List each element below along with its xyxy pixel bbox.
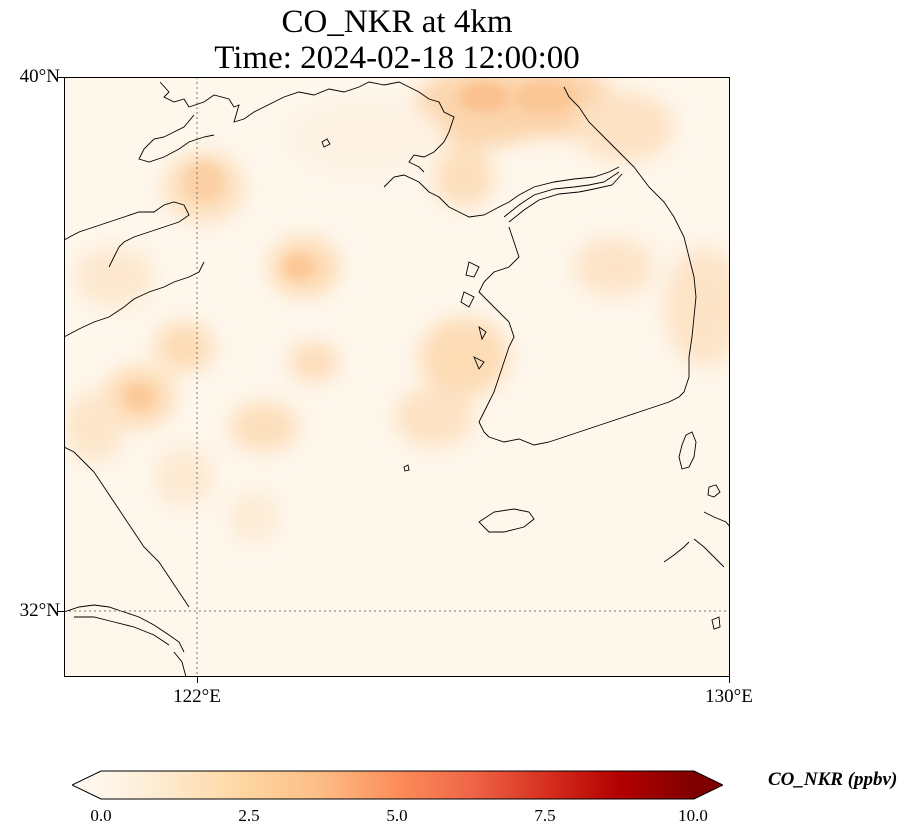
coastline-kyushu-island [707,484,721,498]
coastline-tsushima [678,431,697,470]
xtick-mark-130e [729,677,730,683]
ytick-mark-32n [58,611,64,612]
coastline-yangtze [64,604,187,677]
coastline-dmz [503,171,623,223]
ytick-40n: 40°N [19,66,60,87]
colorbar-tick-2: 5.0 [386,806,408,825]
colorbar-label: CO_NKR (ppbv) [768,769,898,790]
coastline-small-island-2 [403,464,410,472]
coastline-jeju [478,508,535,533]
coastline-south-korea [488,391,685,446]
ytick-32n: 32°N [19,600,60,621]
colorbar-tick-1: 2.5 [238,806,260,825]
colorbar-tick-0: 0.0 [90,806,112,825]
xtick-122e: 122°E [173,686,221,707]
map-svg [64,77,730,677]
colorbar-extend-min [72,771,101,799]
coastline-jiangsu [64,446,190,608]
colorbar [72,770,723,800]
coastline-islands-west [460,261,487,370]
coastline-liaodong [159,81,455,173]
map-title: CO_NKR at 4km Time: 2024-02-18 12:00:00 [64,4,730,76]
coastline-north-korea [383,166,620,218]
coastline-shandong-2 [64,261,205,338]
colorbar-extend-max [694,771,723,799]
colorbar-gradient [101,771,694,799]
xtick-130e: 130°E [705,686,753,707]
coastline-small-island-3 [711,616,721,630]
colorbar-outline [72,770,723,800]
gridlines [64,77,730,677]
colorbar-tick-3: 7.5 [534,806,556,825]
concentration-field [64,77,730,677]
coastline-shandong [64,201,190,268]
coastline-liaodong-2 [138,114,215,163]
ytick-mark-40n [58,77,64,78]
title-line-2: Time: 2024-02-18 12:00:00 [214,40,580,76]
colorbar-tick-4: 10.0 [678,806,708,825]
coastline-west-korea [478,226,520,438]
title-line-1: CO_NKR at 4km [281,4,513,40]
coastline-small-island-1 [321,138,331,148]
coastline-kyushu [663,511,730,568]
coastlines [64,81,730,677]
coastline-east-korea [563,86,697,393]
xtick-mark-122e [197,677,198,683]
map-area [64,77,730,677]
